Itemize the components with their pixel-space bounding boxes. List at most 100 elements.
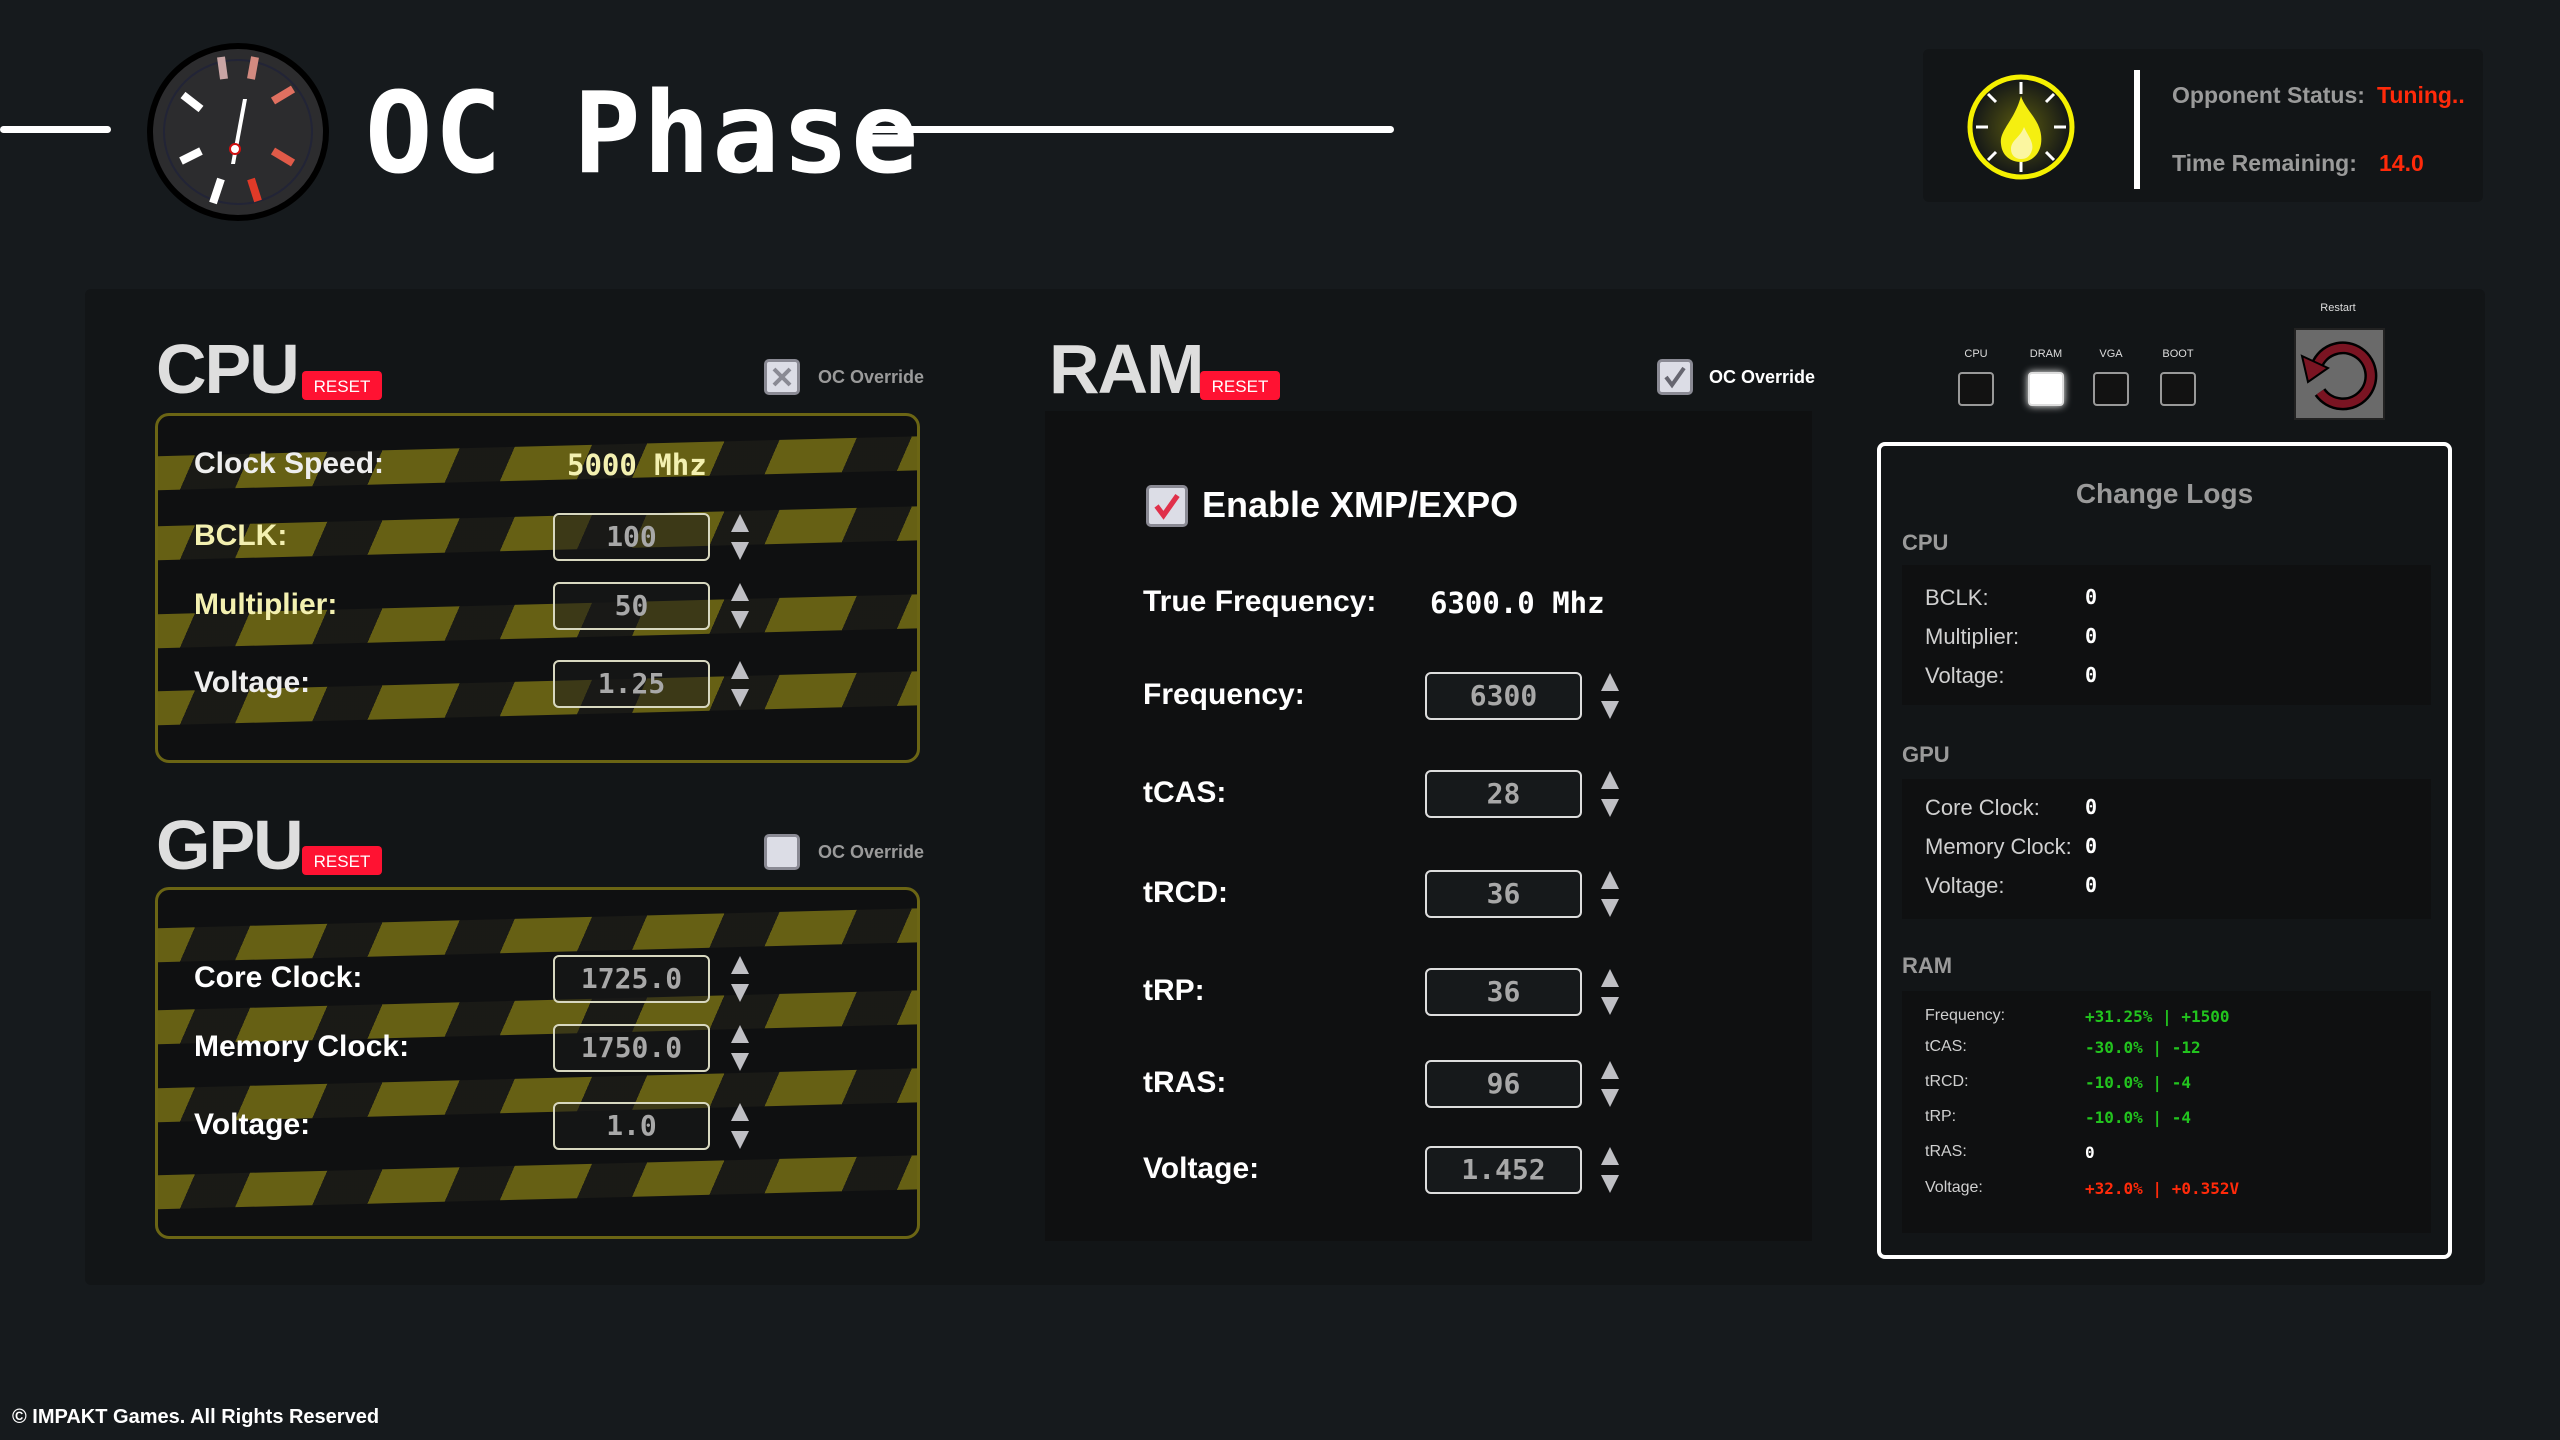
gpu-settings-box (155, 887, 920, 1239)
log-ram-tcas-label: tCAS: (1925, 1038, 1967, 1055)
ram-trcd-label: tRCD: (1143, 876, 1228, 909)
gpu-voltage-stepper[interactable] (730, 1103, 750, 1149)
arrow-down-icon[interactable] (731, 984, 749, 1002)
log-ram-frequency-value: +31.25% | +1500 (2085, 1007, 2230, 1026)
xmp-label: Enable XMP/EXPO (1202, 484, 1519, 525)
arrow-down-icon[interactable] (731, 1053, 749, 1071)
arrow-up-icon[interactable] (1601, 1147, 1619, 1165)
boot-dram-label: DRAM (2029, 348, 2063, 360)
arrow-up-icon[interactable] (731, 583, 749, 601)
log-cpu-box (1902, 565, 2431, 705)
arrow-down-icon[interactable] (1601, 997, 1619, 1015)
arrow-up-icon[interactable] (731, 1025, 749, 1043)
ram-trcd-stepper[interactable] (1600, 871, 1620, 917)
restart-icon (2300, 341, 2378, 411)
xmp-checkbox[interactable] (1146, 485, 1188, 527)
arrow-up-icon[interactable] (731, 1103, 749, 1121)
page-title: OC Phase (365, 69, 921, 199)
arrow-up-icon[interactable] (1601, 673, 1619, 691)
log-cpu-multiplier-label: Multiplier: (1925, 624, 2020, 649)
cpu-reset-button[interactable]: RESET (302, 371, 382, 400)
log-ram-tcas-value: -30.0% | -12 (2085, 1038, 2201, 1057)
arrow-down-icon[interactable] (1601, 799, 1619, 817)
true-frequency-label: True Frequency: (1143, 585, 1377, 618)
cpu-voltage-input[interactable]: 1.25 (553, 660, 710, 708)
boot-cpu-indicator (1958, 372, 1994, 406)
boot-boot-label: BOOT (2162, 348, 2194, 360)
restart-label: Restart (2320, 302, 2356, 314)
ram-frequency-input[interactable]: 6300 (1425, 672, 1582, 720)
ram-tcas-stepper[interactable] (1600, 771, 1620, 817)
ram-trp-label: tRP: (1143, 974, 1205, 1007)
gpu-reset-button[interactable]: RESET (302, 846, 382, 875)
cpu-settings-box (155, 413, 920, 763)
true-frequency-value: 6300.0 Mhz (1430, 586, 1605, 620)
check-icon (1664, 366, 1686, 389)
cpu-oc-override-checkbox[interactable] (764, 359, 800, 395)
log-gpu-voltage-value: 0 (2085, 873, 2098, 897)
cpu-bclk-stepper[interactable] (730, 514, 750, 560)
arrow-up-icon[interactable] (731, 661, 749, 679)
gpu-core-clock-stepper[interactable] (730, 956, 750, 1002)
cpu-voltage-stepper[interactable] (730, 661, 750, 707)
restart-button[interactable] (2294, 328, 2385, 420)
opponent-status-value: Tuning.. (2377, 82, 2465, 108)
cpu-clock-speed-label: Clock Speed: (194, 447, 385, 480)
arrow-down-icon[interactable] (1601, 899, 1619, 917)
gpu-oc-override-checkbox[interactable] (764, 834, 800, 870)
log-gpu-title: GPU (1902, 742, 1950, 767)
cpu-multiplier-stepper[interactable] (730, 583, 750, 629)
ram-reset-button[interactable]: RESET (1200, 371, 1280, 400)
arrow-up-icon[interactable] (1601, 871, 1619, 889)
arrow-down-icon[interactable] (731, 611, 749, 629)
arrow-up-icon[interactable] (1601, 969, 1619, 987)
cpu-multiplier-input[interactable]: 50 (553, 582, 710, 630)
ram-frequency-stepper[interactable] (1600, 673, 1620, 719)
ram-oc-override-label: OC Override (1709, 367, 1816, 387)
cpu-bclk-input[interactable]: 100 (553, 513, 710, 561)
gpu-voltage-input[interactable]: 1.0 (553, 1102, 710, 1150)
ram-settings-box (1045, 411, 1812, 1241)
arrow-up-icon[interactable] (731, 514, 749, 532)
arrow-up-icon[interactable] (1601, 771, 1619, 789)
ram-trcd-input[interactable]: 36 (1425, 870, 1582, 918)
log-cpu-multiplier-value: 0 (2085, 624, 2098, 648)
x-icon (772, 367, 792, 387)
arrow-down-icon[interactable] (731, 1131, 749, 1149)
arrow-up-icon[interactable] (1601, 1061, 1619, 1079)
log-ram-voltage-value: +32.0% | +0.352V (2085, 1179, 2240, 1198)
ram-trp-stepper[interactable] (1600, 969, 1620, 1015)
cpu-title: CPU (156, 330, 300, 408)
status-divider (2134, 70, 2140, 189)
ram-tras-input[interactable]: 96 (1425, 1060, 1582, 1108)
gpu-memory-clock-input[interactable]: 1750.0 (553, 1024, 710, 1072)
arrow-down-icon[interactable] (731, 542, 749, 560)
log-cpu-voltage-value: 0 (2085, 663, 2098, 687)
arrow-down-icon[interactable] (731, 689, 749, 707)
ram-tcas-input[interactable]: 28 (1425, 770, 1582, 818)
opponent-status-label: Opponent Status: (2172, 82, 2365, 108)
arrow-down-icon[interactable] (1601, 701, 1619, 719)
ram-voltage-stepper[interactable] (1600, 1147, 1620, 1193)
flame-timer-icon (1967, 74, 2075, 180)
log-cpu-bclk-label: BCLK: (1925, 585, 1989, 610)
gpu-core-clock-label: Core Clock: (194, 961, 363, 994)
ram-oc-override-checkbox[interactable] (1657, 359, 1693, 395)
gpu-memory-clock-label: Memory Clock: (194, 1030, 410, 1063)
cpu-oc-override-label: OC Override (818, 367, 925, 387)
log-gpu-core-clock-value: 0 (2085, 795, 2098, 819)
gpu-memory-clock-stepper[interactable] (730, 1025, 750, 1071)
arrow-down-icon[interactable] (1601, 1089, 1619, 1107)
log-ram-voltage-label: Voltage: (1925, 1179, 1983, 1196)
arrow-down-icon[interactable] (1601, 1175, 1619, 1193)
ram-tras-stepper[interactable] (1600, 1061, 1620, 1107)
boot-vga-label: VGA (2099, 348, 2123, 360)
log-ram-title: RAM (1902, 953, 1953, 978)
ram-trp-input[interactable]: 36 (1425, 968, 1582, 1016)
gpu-core-clock-input[interactable]: 1725.0 (553, 955, 710, 1003)
gauge-logo-icon (147, 43, 329, 221)
cpu-clock-speed-value: 5000 Mhz (567, 448, 707, 482)
check-icon (1154, 493, 1180, 520)
ram-voltage-input[interactable]: 1.452 (1425, 1146, 1582, 1194)
arrow-up-icon[interactable] (731, 956, 749, 974)
